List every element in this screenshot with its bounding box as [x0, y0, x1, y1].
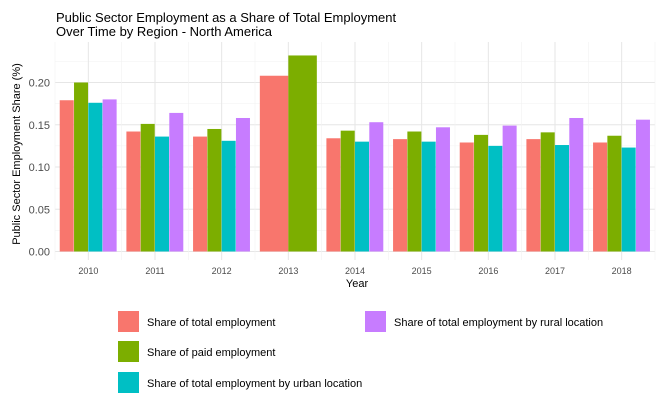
legend: Share of total employment Share of paid e…: [118, 311, 603, 393]
y-tick-label: 0.20: [29, 78, 50, 90]
x-tick-label: 2011: [145, 266, 164, 276]
x-tick-label: 2012: [212, 266, 232, 276]
bar-2015-series-2: [407, 131, 422, 252]
x-tick-label: 2014: [345, 266, 365, 276]
chart-title-line-2: Over Time by Region - North America: [56, 24, 273, 39]
y-tick-label: 0.10: [29, 162, 50, 174]
bar-2010-series-2: [74, 82, 89, 252]
legend-label: Share of total employment: [147, 317, 275, 329]
y-tick-label: 0.05: [29, 204, 50, 216]
bar-2014-series-1: [326, 138, 341, 252]
legend-swatch: [118, 372, 139, 393]
bar-2014-series-3: [355, 141, 369, 252]
bar-2017-series-1: [526, 139, 541, 252]
bars: [59, 55, 650, 252]
legend-label: Share of total employment by urban locat…: [147, 378, 362, 390]
x-tick-label: 2016: [478, 266, 498, 276]
x-tick-label: 2017: [545, 266, 565, 276]
y-tick-label: 0.00: [29, 247, 50, 259]
bar-2018-series-1: [593, 142, 608, 252]
bar-2018-series-2: [607, 135, 622, 252]
bar-2016-series-3: [488, 145, 503, 252]
bar-2011-series-4: [169, 112, 184, 252]
bar-2011-series-2: [140, 123, 155, 252]
legend-swatch: [118, 311, 139, 332]
chart-title-line-1: Public Sector Employment as a Share of T…: [56, 10, 396, 25]
y-tick-label: 0.15: [29, 120, 50, 132]
bar-2010-series-3: [88, 102, 103, 252]
bar-2017-series-3: [555, 145, 569, 252]
bar-2016-series-2: [474, 134, 489, 252]
x-tick-label: 2015: [412, 266, 432, 276]
x-axis-title: Year: [346, 278, 369, 290]
bar-2012-series-2: [207, 128, 222, 252]
bar-2015-series-4: [435, 127, 450, 252]
bar-2015-series-1: [393, 139, 408, 252]
bar-2013-series-1: [259, 75, 289, 252]
bar-2010-series-1: [59, 100, 74, 252]
x-tick-label: 2018: [612, 266, 632, 276]
bar-2011-series-3: [155, 136, 169, 252]
bar-2018-series-3: [621, 147, 636, 252]
x-axis: 2010 2011 2012 2013 2014 2015 2016 2017 2018: [78, 266, 631, 276]
legend-swatch: [365, 311, 386, 332]
bar-2012-series-3: [221, 140, 236, 252]
bar-2014-series-4: [369, 122, 384, 252]
bar-2017-series-2: [540, 132, 555, 252]
x-tick-label: 2013: [278, 266, 298, 276]
bar-2018-series-4: [635, 119, 650, 252]
legend-swatch: [118, 341, 139, 362]
y-axis-title: Public Sector Employment Share (%): [11, 63, 23, 245]
bar-2012-series-4: [235, 117, 250, 252]
bar-2016-series-4: [502, 125, 517, 252]
bar-2013-series-2: [288, 55, 317, 252]
bar-2010-series-4: [102, 99, 117, 252]
bar-2014-series-2: [340, 130, 355, 252]
bar-2015-series-3: [421, 141, 436, 252]
x-tick-label: 2010: [78, 266, 98, 276]
y-axis: 0.00 0.05 0.10 0.15 0.20: [29, 78, 50, 259]
legend-label: Share of total employment by rural locat…: [394, 317, 603, 329]
bar-2017-series-4: [569, 117, 584, 252]
legend-label: Share of paid employment: [147, 347, 275, 359]
bar-2012-series-1: [193, 136, 208, 252]
bar-2011-series-1: [126, 131, 141, 252]
bar-2016-series-1: [459, 142, 474, 252]
